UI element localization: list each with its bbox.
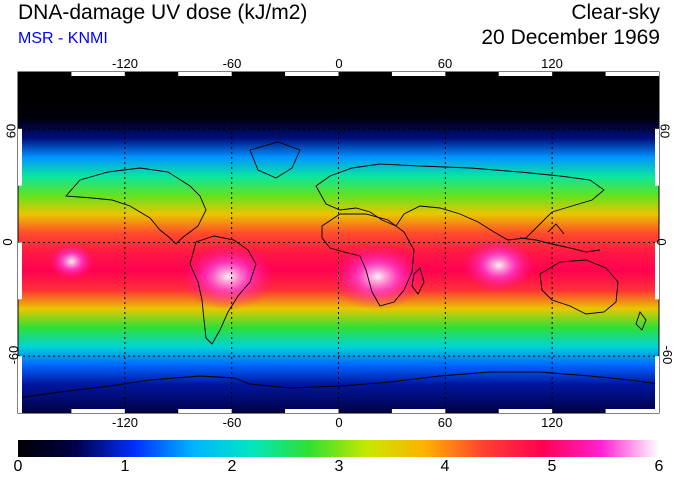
frame-tick-segment [498,72,553,76]
coast-madagascar [411,267,425,295]
lat-tick-right-2: 0 [654,238,670,246]
hotspot-1 [329,243,426,311]
colorbar-label-3: 3 [334,458,344,475]
lon-tick-top-1: -120 [111,56,139,71]
lon-tick-bottom-2: -60 [222,415,242,430]
frame-tick-segment [655,128,659,186]
frame-tick-segment [391,409,446,413]
colorbar-label-1: 1 [120,458,130,475]
colorbar-label-5: 5 [547,458,557,475]
graticule [18,72,659,413]
frame-tick-segment [178,409,232,413]
colorbar-label-2: 2 [227,458,237,475]
frame-tick-segment [178,72,232,76]
hotspot-3 [47,242,96,281]
colorbar-label-4: 4 [440,458,450,475]
lon-tick-top-4: 60 [437,56,453,71]
coast-africa [321,213,415,307]
lon-tick-bottom-4: 60 [437,415,453,430]
map-title: DNA-damage UV dose (kJ/m2) [18,1,308,24]
frame-tick-segment [18,356,22,413]
frame-tick-segment [18,242,22,300]
coast-antarctica [18,371,659,399]
lon-tick-top-2: -60 [222,56,242,71]
lat-tick-left-3: -60 [5,345,21,365]
colorbar [18,440,659,457]
coast-greenland [249,141,301,179]
colorbar-label-6: 6 [654,458,664,475]
coast-australia [539,259,619,315]
lon-tick-bottom-5: 120 [541,415,563,430]
source-label: MSR - KNMI [18,30,108,47]
coast-new-zealand [635,311,647,331]
coast-north-america [65,167,207,245]
frame-ticks [18,72,659,413]
frame-tick-segment [71,409,125,413]
colorbar-label-0: 0 [13,458,23,475]
lon-tick-top-5: 120 [541,56,563,71]
lat-tick-left-1: 60 [3,123,19,139]
frame-tick-segment [655,242,659,300]
coast-indonesia [519,223,601,253]
frame-tick-segment [18,128,22,186]
coast-south-america [189,235,257,345]
hotspot-0 [180,243,277,311]
frame-tick-segment [285,72,339,76]
lat-tick-right-1: 60 [657,123,673,139]
frame-tick-segment [605,72,659,76]
frame-tick-segment [655,356,659,413]
frame-tick-segment [71,72,125,76]
lon-tick-bottom-3: 0 [335,415,343,430]
frame-tick-segment [391,72,446,76]
map-date: 20 December 1969 [481,26,660,49]
lon-tick-top-3: 0 [335,56,343,71]
sky-condition: Clear-sky [571,1,660,24]
frame-tick-segment [498,409,553,413]
lat-tick-right-3: -60 [659,345,675,365]
frame-tick-segment [285,409,339,413]
frame-tick-segment [605,409,659,413]
lon-tick-bottom-1: -120 [111,415,139,430]
coastlines [18,141,659,399]
lat-tick-left-2: 0 [0,238,16,246]
hotspot-2 [460,237,537,293]
